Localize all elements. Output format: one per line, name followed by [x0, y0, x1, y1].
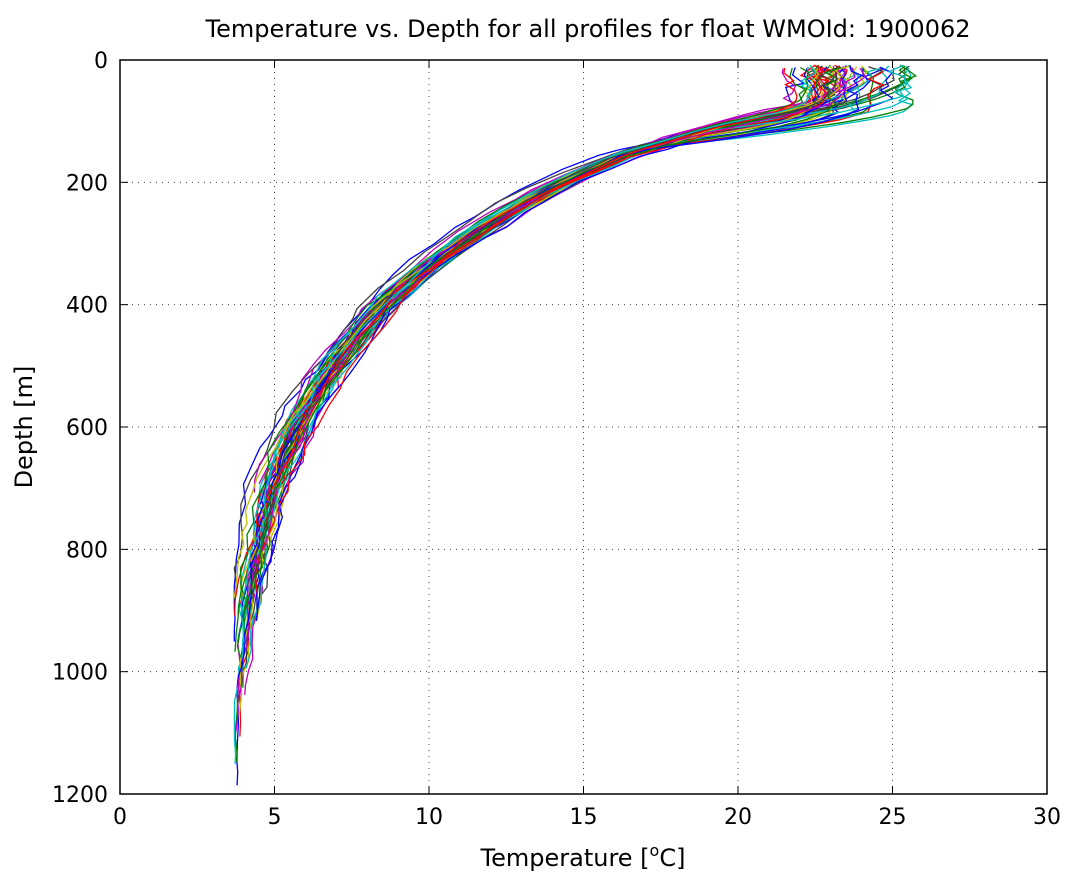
profile-line [246, 65, 838, 606]
profile-line [242, 66, 842, 625]
x-axis-label-suffix: C] [659, 844, 685, 872]
x-axis-label: Temperature [oC] [480, 841, 686, 872]
profile-line [234, 67, 810, 652]
y-tick-label: 1000 [52, 661, 108, 686]
y-tick-label: 200 [66, 171, 108, 196]
x-tick-label: 5 [268, 805, 282, 830]
profile-line [237, 67, 841, 616]
profile-line [263, 67, 836, 542]
profile-lines [233, 64, 918, 786]
profile-line [247, 67, 856, 601]
profile-line [233, 64, 817, 616]
y-tick-label: 1200 [52, 783, 108, 808]
profile-line [263, 66, 832, 565]
x-tick-label: 20 [724, 805, 752, 830]
profile-line [233, 64, 847, 642]
profile-line [262, 67, 884, 537]
x-axis-label-text: Temperature [ [480, 844, 650, 872]
profile-line [237, 64, 863, 678]
profile-line [250, 68, 822, 579]
profile-line [241, 64, 918, 688]
x-axis-label-superscript: o [650, 841, 660, 860]
profile-line [249, 67, 826, 593]
profile-line [270, 66, 852, 529]
y-tick-label: 400 [66, 294, 108, 319]
profile-line [262, 64, 830, 509]
x-tick-label: 30 [1033, 805, 1061, 830]
profile-line [238, 66, 836, 715]
profile-line [263, 64, 908, 506]
profile-line [245, 68, 913, 669]
profile-line [250, 65, 850, 562]
y-tick-label: 600 [66, 416, 108, 441]
x-tick-label: 25 [879, 805, 907, 830]
y-axis-label: Depth [m] [10, 366, 38, 489]
profile-line [234, 67, 875, 763]
profile-line [278, 65, 827, 516]
x-tick-label: 15 [570, 805, 598, 830]
profile-line [236, 67, 805, 786]
y-tick-label: 800 [66, 538, 108, 563]
profile-line [265, 67, 798, 522]
profile-line [233, 65, 823, 601]
axis-ticks: 0 5 10 15 20 25 30 0 200 400 600 800 1000 1200 [52, 49, 1061, 830]
y-tick-label: 0 [94, 49, 108, 74]
profile-line [236, 64, 824, 658]
x-tick-label: 0 [113, 805, 127, 830]
profile-line [238, 65, 868, 607]
x-tick-label: 10 [415, 805, 443, 830]
profile-line [233, 66, 820, 598]
chart-title: Temperature vs. Depth for all profiles f… [204, 15, 970, 43]
profile-line [262, 67, 895, 518]
profile-line [238, 64, 817, 643]
